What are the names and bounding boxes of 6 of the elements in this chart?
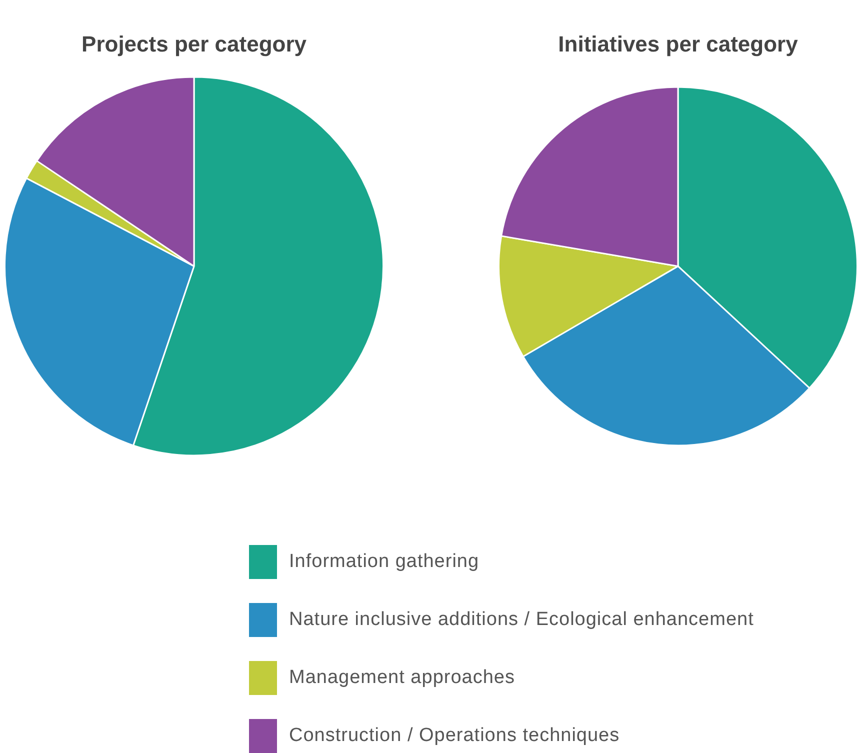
legend-label: Nature inclusive additions / Ecological enhancement bbox=[289, 609, 754, 631]
chart-title: Projects per category bbox=[82, 31, 308, 56]
chart-title: Initiatives per category bbox=[558, 31, 799, 56]
legend-label: Management approaches bbox=[289, 667, 515, 689]
legend-label: Construction / Operations techniques bbox=[289, 725, 620, 747]
legend-label: Information gathering bbox=[289, 551, 480, 573]
